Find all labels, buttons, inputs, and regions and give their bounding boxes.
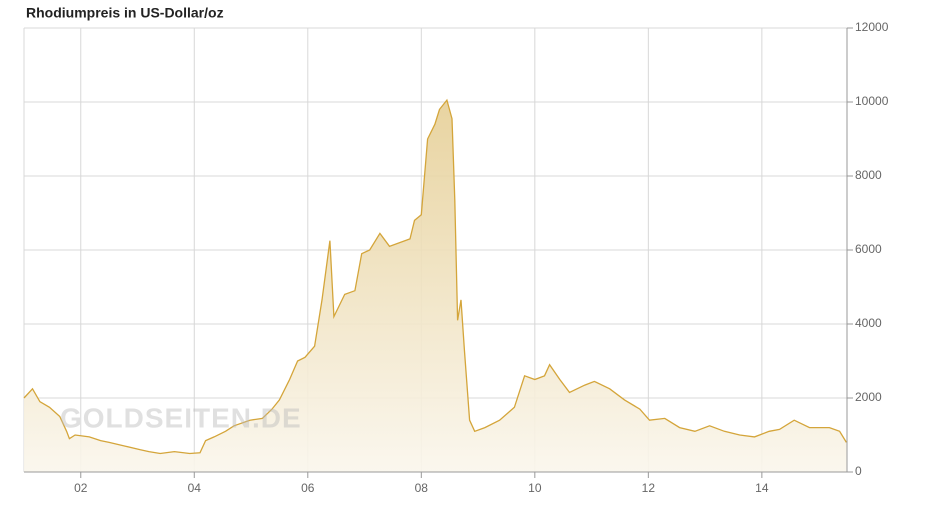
watermark: GOLDSEITEN.DE — [60, 402, 302, 433]
y-tick-label: 4000 — [855, 316, 882, 330]
y-tick-label: 12000 — [855, 20, 889, 34]
y-tick-label: 8000 — [855, 168, 882, 182]
area — [24, 100, 847, 472]
x-tick-label: 04 — [188, 481, 202, 495]
plot — [23, 98, 847, 472]
line — [23, 98, 847, 455]
x-tick-label: 12 — [642, 481, 656, 495]
x-tick-label: 14 — [755, 481, 769, 495]
axes: 0 2000 4000 6000 8000 10000 12000 02 04 06 08 10 12 1… — [24, 20, 889, 495]
chart-title: Rhodiumpreis in US-Dollar/oz — [26, 5, 224, 21]
y-tick-label: 2000 — [855, 390, 882, 404]
x-tick-label: 08 — [415, 481, 429, 495]
x-tick-label: 02 — [74, 481, 88, 495]
x-tick-label: 10 — [528, 481, 542, 495]
y-tick-label: 0 — [855, 464, 862, 478]
y-tick-label: 10000 — [855, 94, 889, 108]
x-tick-label: 06 — [301, 481, 315, 495]
y-tick-label: 6000 — [855, 242, 882, 256]
